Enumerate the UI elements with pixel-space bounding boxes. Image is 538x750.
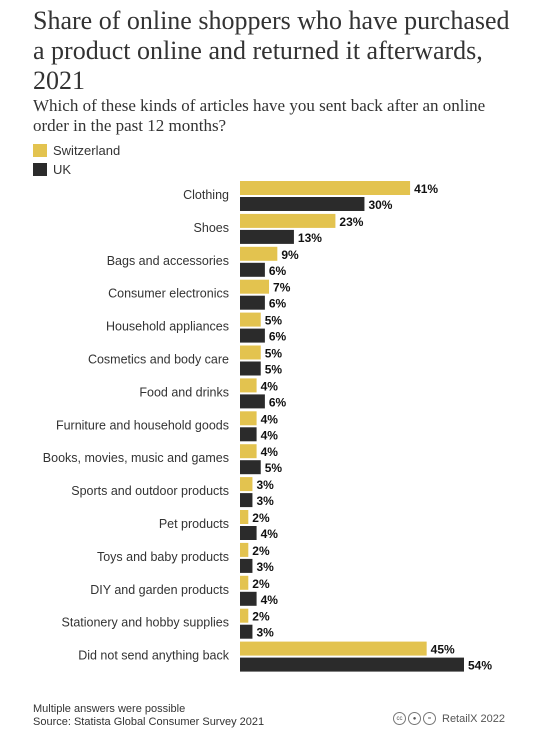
bar-switzerland-stationery-and-hobby-supplies [240,608,249,623]
category-label-pet-products: Pet products [159,517,229,531]
value-label-switzerland-sports-and-outdoor-products: 3% [256,478,274,492]
bar-switzerland-household-appliances [240,312,261,327]
bar-uk-furniture-and-household-goods [240,427,257,442]
bar-switzerland-cosmetics-and-body-care [240,345,261,360]
value-label-uk-bags-and-accessories: 6% [269,264,287,278]
value-label-uk-furniture-and-household-goods: 4% [261,428,279,442]
bar-switzerland-furniture-and-household-goods [240,411,257,426]
value-label-switzerland-shoes: 23% [339,215,363,229]
category-label-stationery-and-hobby-supplies: Stationery and hobby supplies [62,616,229,630]
bar-switzerland-did-not-send-anything-back [240,641,427,656]
value-label-uk-toys-and-baby-products: 3% [256,560,274,574]
value-label-uk-sports-and-outdoor-products: 3% [256,494,274,508]
category-label-toys-and-baby-products: Toys and baby products [97,550,229,564]
value-label-uk-stationery-and-hobby-supplies: 3% [256,626,274,640]
footer-note: Multiple answers were possible [33,703,186,715]
category-label-consumer-electronics: Consumer electronics [108,287,229,301]
category-label-cosmetics-and-body-care: Cosmetics and body care [88,353,229,367]
legend-item-uk: UK [33,160,120,179]
value-label-switzerland-cosmetics-and-body-care: 5% [265,347,283,361]
category-label-clothing: Clothing [183,188,229,202]
bar-uk-stationery-and-hobby-supplies [240,624,253,639]
value-label-uk-books-movies-music-and-games: 5% [265,461,283,475]
legend-item-switzerland: Switzerland [33,141,120,160]
bar-switzerland-clothing [240,181,411,195]
category-label-books-movies-music-and-games: Books, movies, music and games [43,451,229,465]
bar-uk-shoes [240,229,294,244]
category-label-did-not-send-anything-back: Did not send anything back [78,649,230,663]
bar-switzerland-sports-and-outdoor-products [240,477,253,492]
legend-swatch-switzerland [33,144,47,157]
value-label-switzerland-books-movies-music-and-games: 4% [261,445,279,459]
footer-source: Source: Statista Global Consumer Survey … [33,716,265,728]
value-label-uk-shoes: 13% [298,231,322,245]
legend: Switzerland UK [33,141,120,179]
value-label-switzerland-consumer-electronics: 7% [273,281,291,295]
value-label-switzerland-food-and-drinks: 4% [261,379,279,393]
brand-label: RetailX 2022 [442,712,505,725]
brand-block: cc ● = RetailX 2022 [393,712,505,725]
value-label-switzerland-clothing: 41% [414,182,438,196]
value-label-uk-pet-products: 4% [261,527,279,541]
value-label-uk-clothing: 30% [368,198,392,212]
category-label-food-and-drinks: Food and drinks [139,385,229,399]
bar-uk-consumer-electronics [240,295,265,310]
legend-label-uk: UK [53,162,72,177]
bar-uk-did-not-send-anything-back [240,657,464,672]
bar-switzerland-bags-and-accessories [240,246,278,261]
value-label-uk-consumer-electronics: 6% [269,297,287,311]
bar-uk-cosmetics-and-body-care [240,361,261,376]
legend-swatch-uk [33,163,47,176]
value-label-switzerland-bags-and-accessories: 9% [281,248,299,262]
value-label-switzerland-diy-and-garden-products: 2% [252,577,270,591]
bar-switzerland-consumer-electronics [240,279,270,294]
by-icon: ● [408,712,421,725]
bar-switzerland-pet-products [240,510,249,524]
category-label-furniture-and-household-goods: Furniture and household goods [56,418,229,432]
category-label-bags-and-accessories: Bags and accessories [107,254,229,268]
value-label-uk-household-appliances: 6% [269,330,287,344]
cc-icon: cc [393,712,406,725]
bar-switzerland-toys-and-baby-products [240,542,249,557]
value-label-switzerland-toys-and-baby-products: 2% [252,544,270,558]
value-label-switzerland-pet-products: 2% [252,511,270,525]
bar-uk-food-and-drinks [240,394,265,409]
bar-uk-sports-and-outdoor-products [240,493,253,508]
value-label-uk-food-and-drinks: 6% [269,395,287,409]
value-label-switzerland-did-not-send-anything-back: 45% [431,643,455,657]
value-label-switzerland-furniture-and-household-goods: 4% [261,412,279,426]
bar-uk-pet-products [240,526,257,540]
bar-uk-household-appliances [240,328,265,343]
category-label-household-appliances: Household appliances [106,320,229,334]
chart-subtitle: Which of these kinds of articles have yo… [33,96,486,135]
value-label-switzerland-household-appliances: 5% [265,314,283,328]
legend-label-switzerland: Switzerland [53,143,121,158]
value-label-uk-did-not-send-anything-back: 54% [468,659,492,673]
bar-uk-toys-and-baby-products [240,558,253,573]
bar-uk-diy-and-garden-products [240,591,257,606]
category-label-diy-and-garden-products: DIY and garden products [90,583,229,597]
nd-icon: = [423,712,436,725]
bar-switzerland-books-movies-music-and-games [240,444,257,459]
value-label-switzerland-stationery-and-hobby-supplies: 2% [252,610,270,624]
bar-uk-clothing [240,197,365,211]
chart-title: Share of online shoppers who have purcha… [33,6,510,95]
bar-switzerland-food-and-drinks [240,378,257,393]
bar-uk-books-movies-music-and-games [240,460,261,475]
category-label-sports-and-outdoor-products: Sports and outdoor products [71,484,229,498]
bar-switzerland-diy-and-garden-products [240,575,249,590]
category-label-shoes: Shoes [194,221,229,235]
value-label-uk-diy-and-garden-products: 4% [261,593,279,607]
footer-notes: Multiple answers were possible Source: S… [33,703,264,729]
bar-chart: Clothing 41% 30% Shoes 23% 13% Bags and access… [43,181,492,673]
bar-switzerland-shoes [240,213,336,228]
bar-uk-bags-and-accessories [240,262,265,277]
value-label-uk-cosmetics-and-body-care: 5% [265,363,283,377]
